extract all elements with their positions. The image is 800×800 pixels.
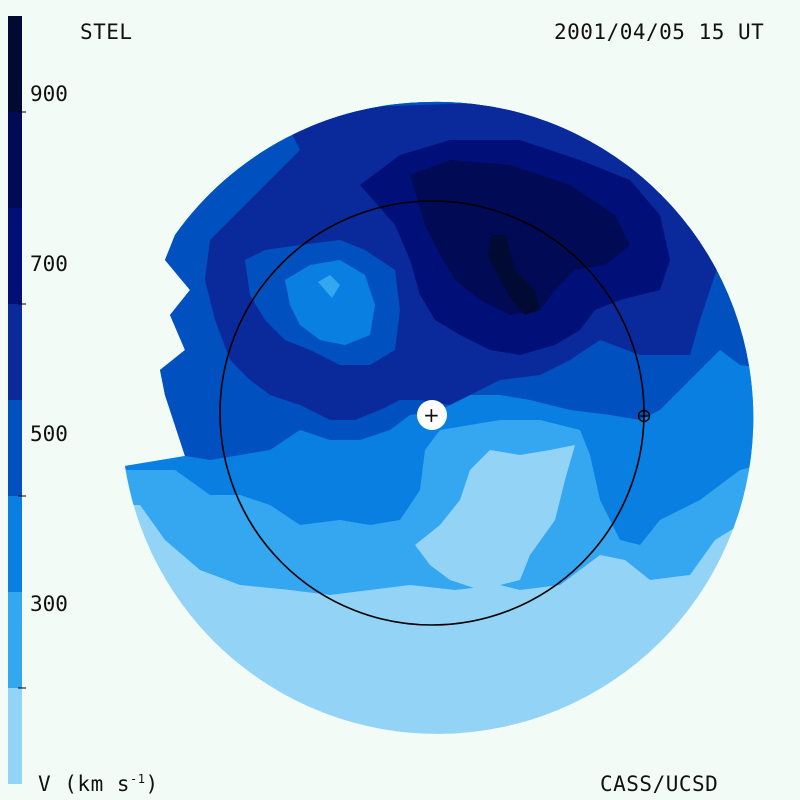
contour-400-500-island	[285, 260, 375, 345]
colorbar-tick-label: 500	[30, 422, 68, 446]
colorbar-segment	[8, 496, 22, 592]
colorbar-unit-prefix: V (km s	[38, 772, 131, 796]
contour-300-400-island	[318, 275, 340, 298]
chart-title: STEL	[80, 20, 133, 44]
colorbar-unit-suffix: )	[145, 772, 159, 796]
sun-marker	[417, 400, 447, 430]
colorbar-tick-label: 300	[30, 592, 68, 616]
colorbar-segment	[8, 112, 22, 208]
sun-symbol: +	[423, 403, 441, 427]
colorbar-segment	[8, 688, 22, 784]
colorbar-segment	[8, 592, 22, 688]
colorbar	[8, 16, 26, 784]
timestamp-label: 2001/04/05 15 UT	[554, 20, 765, 44]
colorbar-segment	[8, 400, 22, 496]
colorbar-segment	[8, 16, 22, 112]
colorbar-tick-label: 700	[30, 252, 68, 276]
contour-200-300-tongue	[415, 445, 575, 590]
colorbar-segment	[8, 208, 22, 304]
contour-900-1000	[488, 235, 540, 315]
contour-800-900	[410, 160, 630, 315]
colorbar-unit-exp: -1	[130, 772, 146, 786]
colorbar-segment	[8, 304, 22, 400]
velocity-contours	[125, 101, 754, 734]
credit-label: CASS/UCSD	[600, 772, 719, 796]
colorbar-tick-label: 900	[30, 82, 68, 106]
colorbar-unit-label: V (km s-1)	[38, 772, 159, 796]
